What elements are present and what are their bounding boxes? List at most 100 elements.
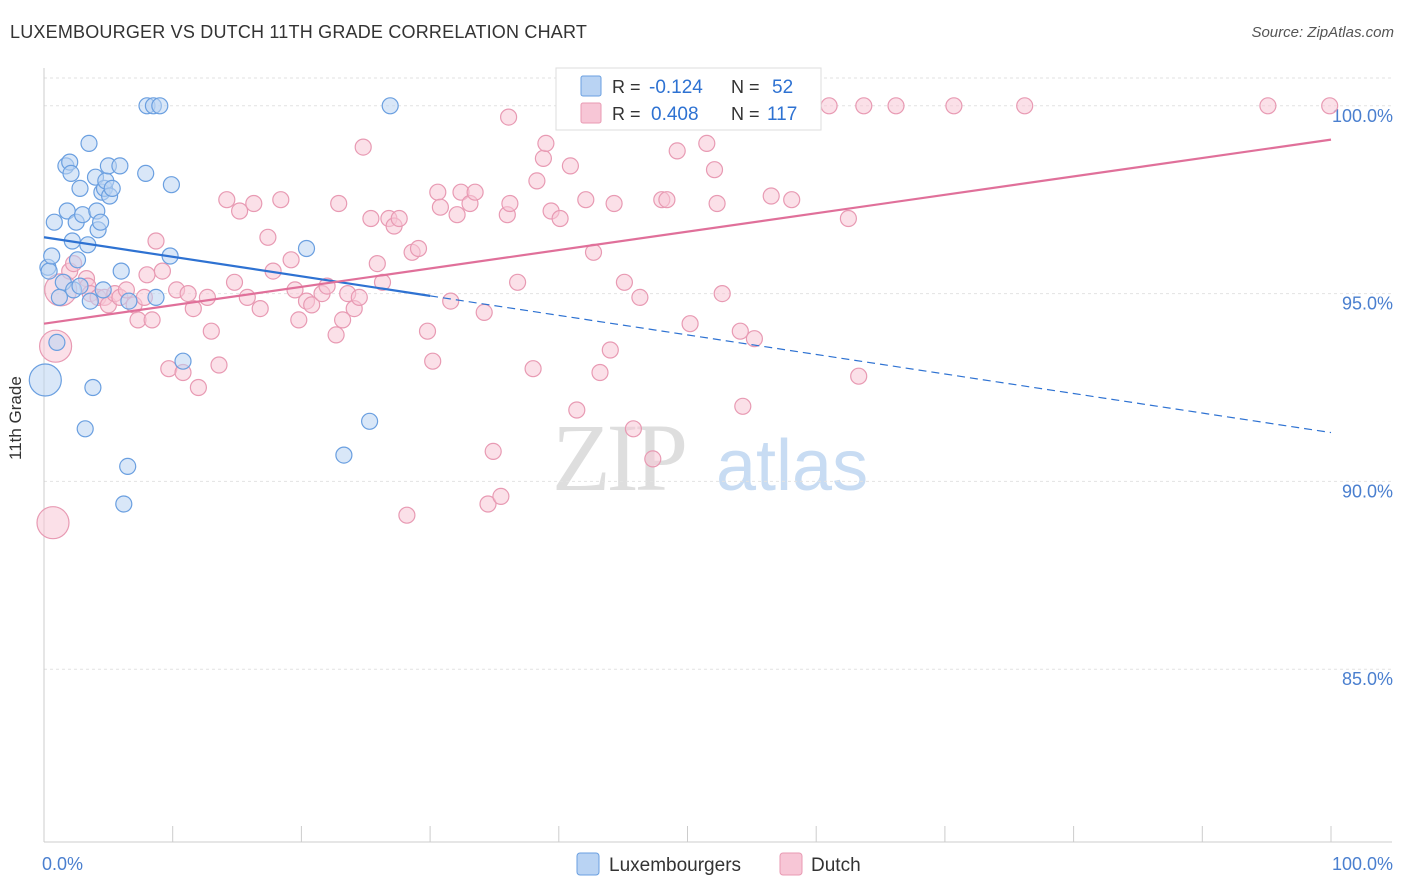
luxembourger-point bbox=[62, 164, 80, 182]
dutch-point bbox=[418, 322, 437, 340]
luxembourger-point bbox=[103, 179, 121, 197]
dutch-point bbox=[820, 97, 838, 115]
dutch-point bbox=[202, 322, 220, 340]
dutch-point bbox=[330, 194, 348, 213]
chart-title: LUXEMBOURGER VS DUTCH 11TH GRADE CORRELA… bbox=[10, 22, 588, 42]
dutch-point bbox=[36, 506, 70, 540]
dutch-point bbox=[658, 191, 676, 209]
luxembourger-point bbox=[335, 446, 353, 464]
dutch-point bbox=[225, 273, 244, 291]
dutch-point bbox=[601, 341, 619, 359]
dutch-point bbox=[492, 487, 510, 505]
axes bbox=[43, 68, 1392, 843]
dutch-point bbox=[442, 292, 460, 310]
dutch-point bbox=[762, 187, 780, 205]
luxembourger-point bbox=[73, 206, 92, 224]
dutch-points bbox=[36, 97, 1339, 540]
dutch-point bbox=[850, 367, 868, 385]
bottom-legend: Luxembourgers Dutch bbox=[576, 852, 861, 876]
luxembourger-point bbox=[297, 239, 316, 258]
dutch-point bbox=[259, 228, 277, 246]
dutch-point bbox=[251, 300, 269, 318]
luxembourger-point bbox=[94, 281, 112, 299]
luxembourger-point bbox=[50, 288, 69, 306]
dutch-point bbox=[143, 311, 161, 329]
dutch-point bbox=[855, 97, 873, 115]
luxembourger-point bbox=[91, 213, 110, 231]
luxembourger-point bbox=[137, 164, 155, 182]
bottom-legend-swatch-luxembourgers bbox=[576, 852, 600, 876]
dutch-point bbox=[448, 206, 466, 224]
dutch-point bbox=[551, 209, 569, 228]
dutch-point bbox=[577, 191, 595, 209]
legend-r-value-2: 0.408 bbox=[651, 104, 699, 125]
dutch-point bbox=[698, 134, 716, 152]
dutch-point bbox=[147, 232, 165, 250]
legend-n-label-2: N = bbox=[731, 104, 760, 124]
y-tick-label: 100.0% bbox=[1332, 106, 1393, 126]
bottom-legend-label-dutch: Dutch bbox=[811, 855, 861, 876]
bottom-legend-label-luxembourgers: Luxembourgers bbox=[609, 855, 741, 876]
dutch-point bbox=[424, 352, 442, 370]
dutch-point bbox=[524, 360, 542, 378]
dutch-point bbox=[534, 149, 553, 167]
dutch-point bbox=[184, 300, 202, 318]
luxembourger-point bbox=[174, 352, 192, 370]
dutch-point bbox=[390, 209, 408, 228]
luxembourger-point bbox=[84, 378, 102, 397]
legend-n-value-1: 52 bbox=[772, 77, 793, 98]
dutch-point bbox=[138, 266, 156, 284]
luxembourger-points bbox=[28, 97, 399, 513]
dutch-point bbox=[431, 198, 449, 216]
luxembourger-point bbox=[43, 247, 61, 265]
dutch-point bbox=[561, 157, 580, 175]
luxembourger-point bbox=[68, 251, 87, 269]
luxembourger-point bbox=[81, 292, 99, 310]
dutch-point bbox=[708, 194, 726, 213]
luxembourger-point bbox=[115, 495, 133, 513]
dutch-point bbox=[644, 450, 662, 468]
dutch-point bbox=[272, 191, 290, 209]
watermark-atlas: atlas bbox=[716, 426, 868, 506]
dutch-point bbox=[368, 255, 386, 273]
dutch-point bbox=[508, 273, 527, 291]
y-tick-label: 85.0% bbox=[1342, 669, 1393, 689]
dutch-point bbox=[245, 194, 263, 213]
dutch-point bbox=[1259, 97, 1277, 115]
dutch-point bbox=[668, 142, 686, 160]
dutch-point bbox=[484, 442, 502, 460]
dutch-point bbox=[1321, 97, 1339, 115]
dutch-point bbox=[231, 202, 249, 220]
dutch-point bbox=[354, 138, 372, 156]
dutch-point bbox=[734, 397, 752, 415]
dutch-point bbox=[568, 401, 586, 419]
dutch-point bbox=[218, 191, 236, 209]
luxembourger-point bbox=[45, 213, 63, 231]
dutch-point bbox=[238, 288, 256, 306]
luxembourger-point bbox=[40, 262, 58, 280]
dutch-point bbox=[475, 303, 493, 321]
dutch-point bbox=[624, 420, 643, 438]
dutch-point bbox=[362, 209, 380, 228]
dutch-point bbox=[153, 262, 171, 280]
dutch-point bbox=[303, 296, 321, 314]
dutch-point bbox=[290, 311, 308, 329]
dutch-point bbox=[605, 194, 623, 213]
dutch-point bbox=[500, 108, 518, 126]
dutch-point bbox=[398, 506, 416, 524]
luxembourger-point bbox=[111, 157, 129, 175]
trend-lines bbox=[43, 138, 1332, 434]
dutch-point bbox=[282, 251, 300, 269]
y-tick-label: 90.0% bbox=[1342, 481, 1393, 501]
y-tick-label: 95.0% bbox=[1342, 294, 1393, 314]
luxembourger-point bbox=[71, 179, 89, 197]
luxembourger-point bbox=[120, 292, 138, 310]
dutch-point bbox=[327, 326, 345, 344]
luxembourger-point bbox=[112, 262, 130, 280]
dutch-point bbox=[887, 97, 905, 115]
dutch-point bbox=[350, 288, 368, 306]
legend-r-value-1: -0.124 bbox=[649, 77, 703, 98]
luxembourger-point bbox=[48, 333, 66, 351]
legend-swatch-luxembourgers bbox=[580, 75, 602, 97]
